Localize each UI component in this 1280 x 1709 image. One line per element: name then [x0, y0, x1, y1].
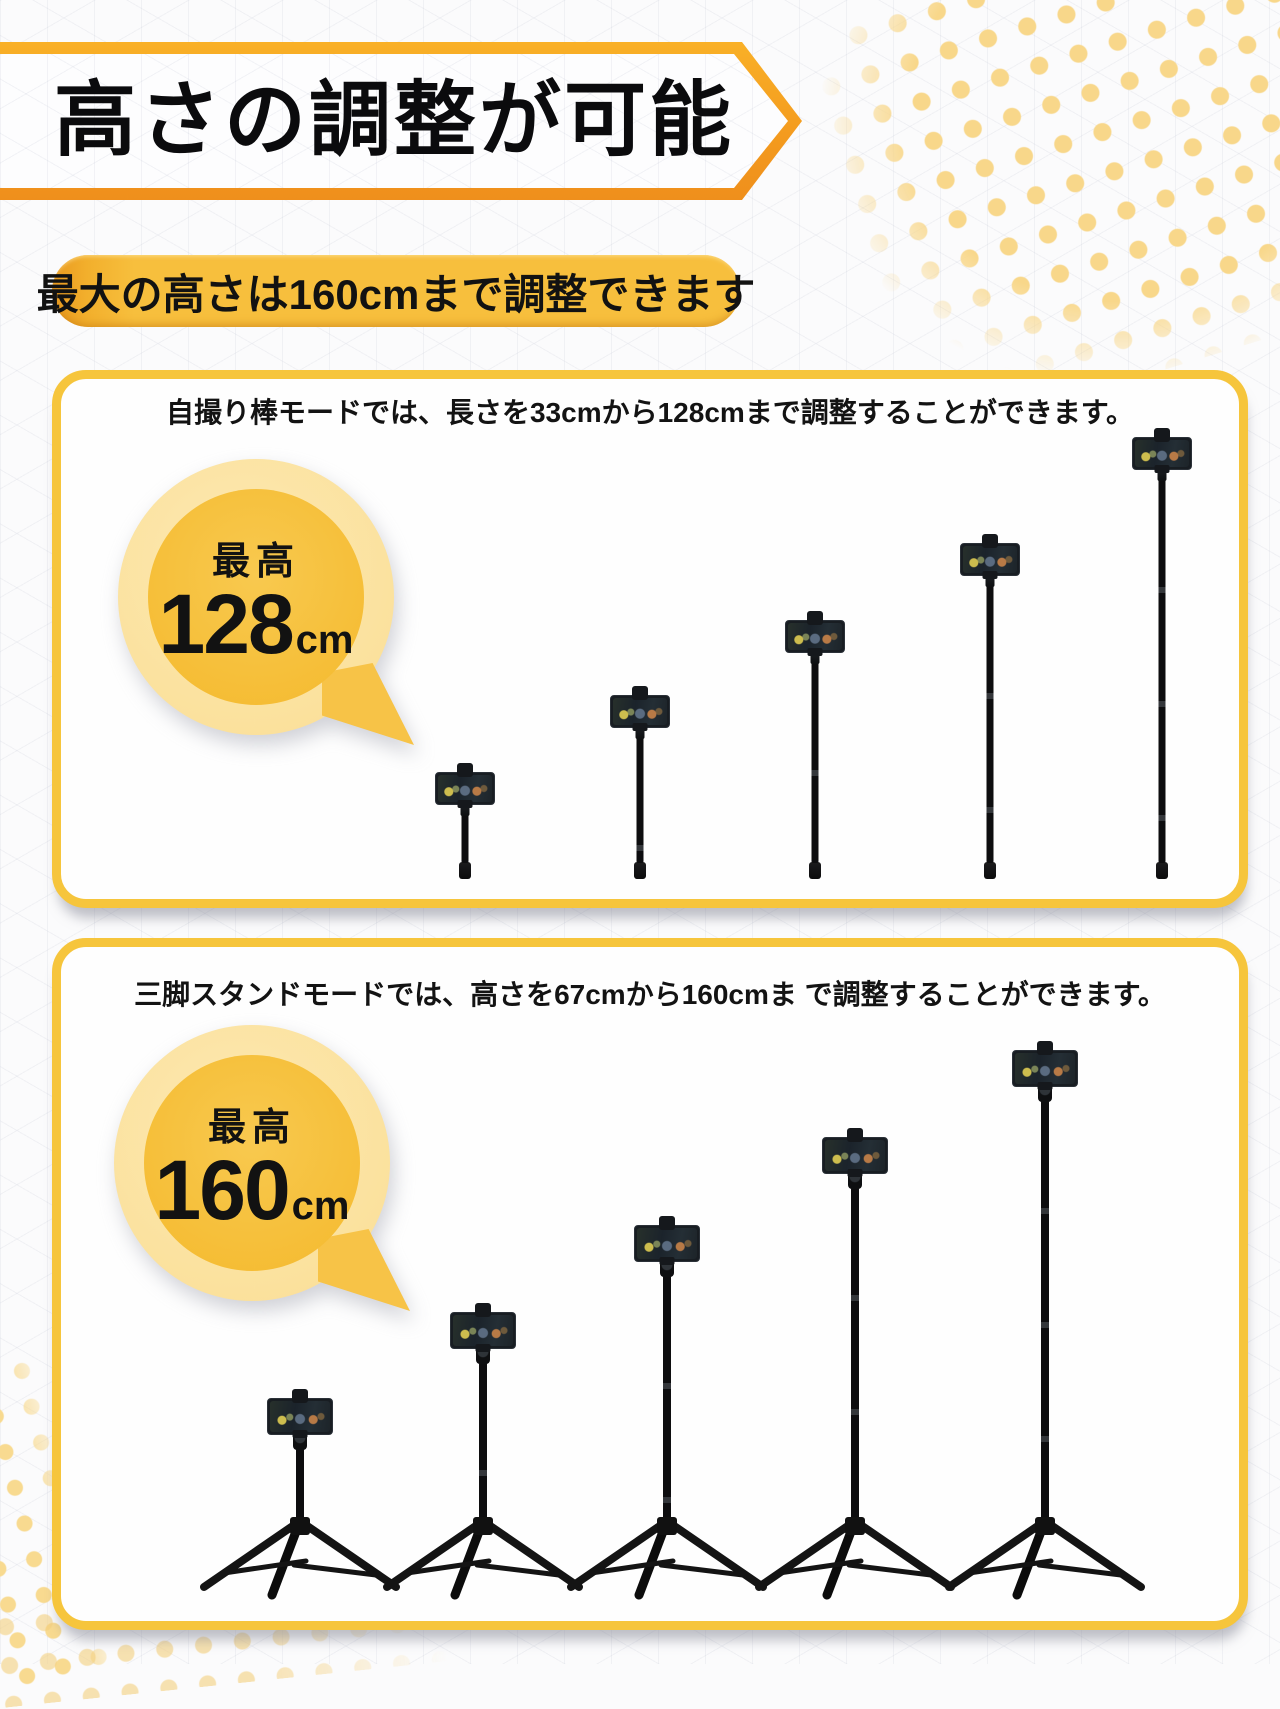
smartphone	[1132, 428, 1192, 470]
bubble-value-line: 128 cm	[158, 576, 354, 671]
phone-clamp	[1154, 428, 1170, 442]
tripod-row	[61, 947, 1239, 1621]
phone-screen	[270, 1401, 330, 1432]
phone-clamp	[292, 1389, 308, 1403]
smartphone	[785, 611, 845, 653]
telescopic-pole	[986, 585, 994, 863]
tripod-legs	[755, 1517, 955, 1600]
tripod-stand-panel: 三脚スタンドモードでは、高さを67cmから160cmま で調整することができます…	[52, 938, 1248, 1630]
bubble-label: 最高	[207, 1106, 296, 1149]
phone-mount	[460, 803, 470, 816]
phone-clamp	[1037, 1041, 1053, 1055]
selfie-panel-caption: 自撮り棒モードでは、長さを33cmから128cmまで調整することができます。	[165, 397, 1134, 428]
smartphone	[960, 534, 1020, 576]
selfie-stick-row	[61, 379, 1239, 899]
handle-grip	[809, 862, 821, 879]
phone-clamp	[847, 1128, 863, 1142]
bubble-text: 最高 160 cm	[144, 1055, 360, 1271]
phone-mount	[985, 574, 995, 587]
telescopic-pole	[663, 1275, 671, 1535]
phone-screen	[825, 1140, 885, 1171]
smartphone	[450, 1303, 516, 1349]
telescopic-pole	[811, 662, 819, 863]
bubble-label: 最高	[211, 540, 300, 583]
subtitle-banner: 最大の高さは160cmまで調整できます	[37, 255, 755, 327]
phone-screen	[453, 1315, 513, 1346]
telescopic-pole	[461, 814, 469, 863]
handle-grip	[1156, 862, 1168, 879]
phone-screen	[788, 623, 842, 650]
telescopic-pole	[296, 1448, 304, 1535]
selfie-stick-panel: 自撮り棒モードでは、長さを33cmから128cmまで調整することができます。 最…	[52, 370, 1248, 908]
bubble-value: 128	[158, 576, 295, 671]
bubble-unit: cm	[295, 617, 354, 662]
phone-clamp	[632, 686, 648, 700]
smartphone	[610, 686, 670, 728]
bubble-value: 160	[154, 1142, 291, 1237]
tripod-panel-caption: 三脚スタンドモードでは、高さを67cmから160cmま で調整することができます…	[134, 979, 1166, 1010]
phone-clamp	[807, 611, 823, 625]
phone-screen	[613, 698, 667, 725]
bubble-unit: cm	[291, 1183, 350, 1228]
title-banner: 高さの調整が可能	[0, 42, 802, 200]
phone-screen	[963, 546, 1017, 573]
subtitle-text: 最大の高さは160cmまで調整できます	[36, 270, 756, 318]
handle-grip	[634, 862, 646, 879]
phone-clamp	[982, 534, 998, 548]
handle-grip	[459, 862, 471, 879]
smartphone	[634, 1216, 700, 1262]
handle-grip	[984, 862, 996, 879]
phone-mount	[635, 726, 645, 739]
tripod-legs	[567, 1517, 767, 1600]
phone-clamp	[457, 763, 473, 777]
telescopic-pole	[1158, 479, 1166, 863]
phone-screen	[1015, 1053, 1075, 1084]
bubble-inner-circle	[148, 489, 364, 705]
page-title: 高さの調整が可能	[54, 75, 735, 166]
smartphone	[435, 763, 495, 805]
phone-mount	[810, 651, 820, 664]
bubble-value-line: 160 cm	[154, 1142, 350, 1237]
telescopic-pole	[479, 1362, 487, 1535]
smartphone	[1012, 1041, 1078, 1087]
smartphone	[822, 1128, 888, 1174]
telescopic-pole	[1041, 1100, 1049, 1535]
telescopic-pole	[636, 737, 644, 863]
phone-clamp	[659, 1216, 675, 1230]
phone-clamp	[475, 1303, 491, 1317]
phone-screen	[1135, 440, 1189, 467]
tripod-legs	[945, 1517, 1145, 1600]
title-banner-inner: 高さの調整が可能	[0, 54, 788, 188]
max-height-bubble-160: 最高 160 cm	[114, 1025, 410, 1311]
smartphone	[267, 1389, 333, 1435]
phone-screen	[438, 775, 492, 802]
page: 高さの調整が可能 最大の高さは160cmまで調整できます 自撮り棒モードでは、長…	[0, 0, 1280, 1664]
phone-mount	[1157, 468, 1167, 481]
telescopic-pole	[851, 1187, 859, 1535]
phone-screen	[637, 1228, 697, 1259]
bubble-inner-circle	[144, 1055, 360, 1271]
bubble-text: 最高 128 cm	[148, 489, 364, 705]
